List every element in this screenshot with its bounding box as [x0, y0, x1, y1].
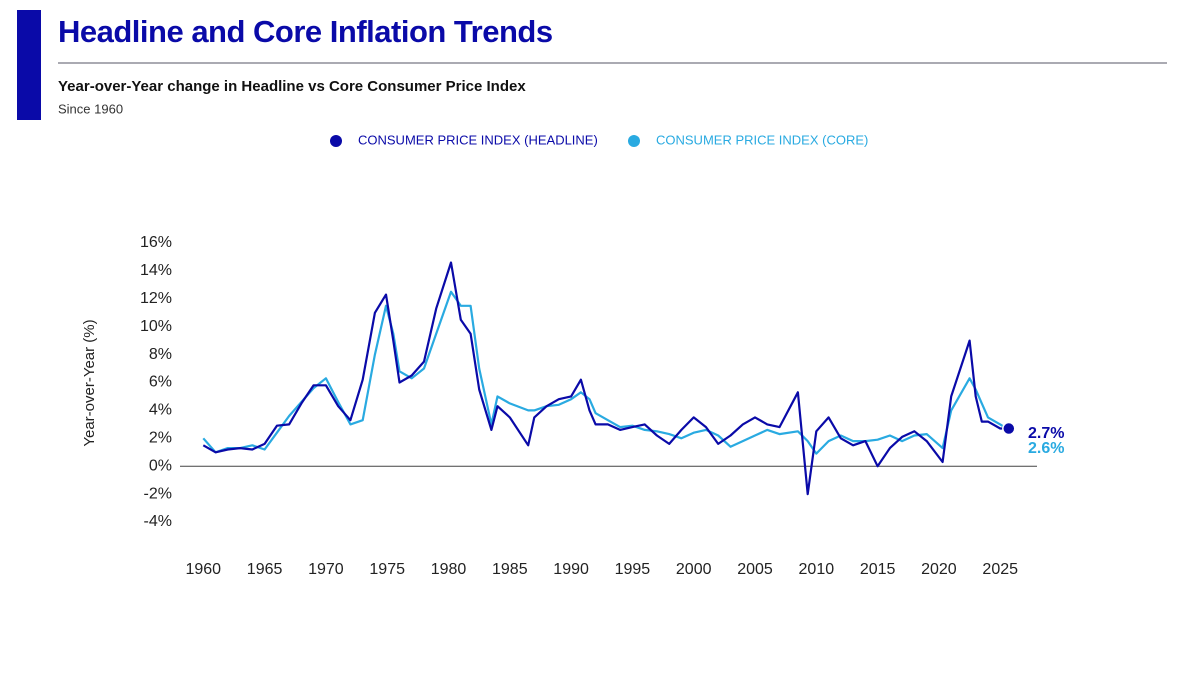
y-axis-title: Year-over-Year (%)	[81, 319, 98, 446]
y-tick-label: 4%	[149, 402, 172, 419]
end-label: 2.6%	[1028, 440, 1064, 457]
y-tick-label: 0%	[149, 457, 172, 474]
y-tick-label: 8%	[149, 346, 172, 363]
legend-label: CONSUMER PRICE INDEX (HEADLINE)	[358, 132, 598, 147]
x-tick-label: 1960	[185, 561, 221, 578]
legend-marker	[628, 135, 640, 147]
end-label: 2.7%	[1028, 425, 1064, 442]
series-line	[202, 290, 1010, 455]
x-tick-label: 2020	[921, 561, 957, 578]
y-tick-label: -2%	[144, 485, 172, 502]
y-tick-label: 14%	[140, 262, 172, 279]
subtitle: Year-over-Year change in Headline vs Cor…	[58, 78, 526, 95]
x-tick-label: 1975	[369, 561, 405, 578]
note: Since 1960	[58, 101, 123, 116]
y-tick-label: 6%	[149, 374, 172, 391]
x-tick-label: 2015	[860, 561, 896, 578]
end-point	[1002, 421, 1016, 436]
x-tick-label: 1990	[553, 561, 589, 578]
y-tick-label: -4%	[144, 513, 172, 530]
legend-marker	[330, 135, 342, 147]
x-tick-label: 2025	[982, 561, 1018, 578]
y-tick-label: 16%	[140, 234, 172, 251]
chart-title: Headline and Core Inflation Trends	[58, 14, 553, 49]
x-tick-label: 2000	[676, 561, 712, 578]
x-tick-label: 1980	[431, 561, 467, 578]
y-tick-label: 2%	[149, 430, 172, 447]
x-tick-label: 1995	[615, 561, 651, 578]
x-tick-label: 1985	[492, 561, 528, 578]
x-tick-label: 2005	[737, 561, 773, 578]
series-line	[202, 261, 1009, 496]
legend-label: CONSUMER PRICE INDEX (CORE)	[656, 132, 868, 147]
accent-bar	[17, 10, 41, 120]
y-tick-label: 12%	[140, 290, 172, 307]
y-tick-label: 10%	[140, 318, 172, 335]
x-tick-label: 1965	[247, 561, 283, 578]
x-tick-label: 1970	[308, 561, 344, 578]
x-tick-label: 2010	[799, 561, 835, 578]
